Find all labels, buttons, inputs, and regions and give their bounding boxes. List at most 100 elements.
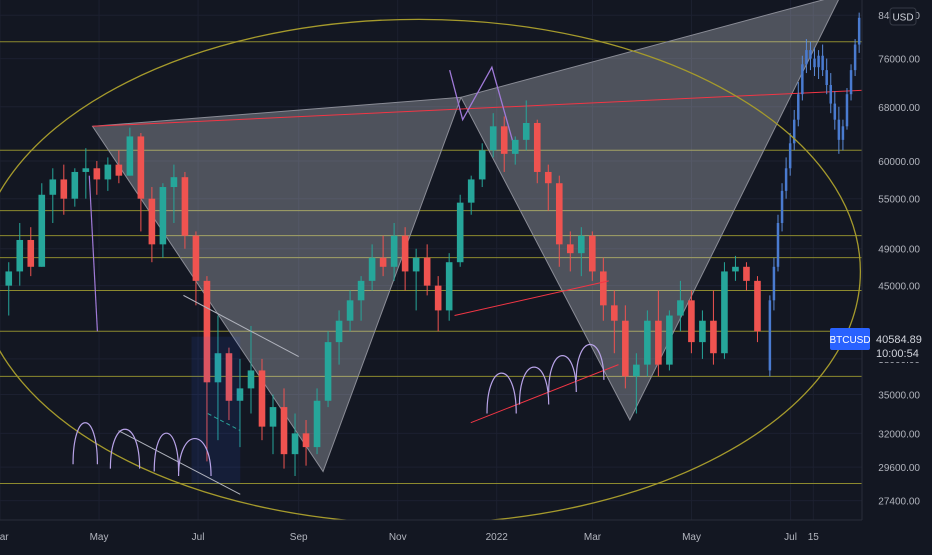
channel-upper [183, 294, 299, 358]
b-zigzag [449, 65, 517, 155]
candle-body [412, 257, 420, 272]
candle-body [214, 353, 222, 383]
candle-body [60, 179, 68, 199]
candle-body [655, 320, 662, 365]
projected-bars [768, 2, 865, 377]
candle-body [115, 164, 123, 176]
price-tick-label: 55000.00 [878, 195, 920, 206]
projected-body [817, 55, 820, 68]
price-tick-label: 29600.00 [878, 463, 920, 474]
projected-body [776, 222, 780, 267]
candle-body [159, 187, 167, 245]
candle-body [82, 168, 90, 172]
time-tick-label: Mar [584, 532, 602, 543]
candle-body [38, 194, 46, 267]
candle-body [368, 257, 376, 281]
projected-body [821, 55, 824, 71]
candle-body [192, 235, 200, 281]
candle-body [511, 139, 519, 154]
time-axis-panel [0, 520, 932, 550]
projected-body [768, 300, 772, 371]
grid-lines [0, 0, 862, 520]
candle-body [445, 262, 453, 311]
candle-body [401, 235, 409, 272]
projected-body [788, 143, 792, 169]
projected-body [853, 44, 857, 71]
candle-body [622, 320, 629, 377]
candle-body [335, 320, 343, 343]
candle-body [688, 300, 695, 343]
candle-body [677, 300, 684, 316]
arc-bottom [109, 428, 141, 469]
candle-body [104, 164, 112, 180]
candle-body [5, 271, 13, 286]
projected-body [772, 266, 776, 301]
candle-body [346, 300, 354, 321]
arc-bottom [153, 432, 180, 472]
candle-body [203, 280, 211, 383]
candle-body [93, 168, 101, 180]
price-tick-label: 35000.00 [878, 391, 920, 402]
candle-body [379, 257, 387, 267]
candle-body [27, 239, 35, 267]
symbol-badge[interactable] [830, 328, 870, 350]
candle-body [390, 235, 398, 267]
candle-body [732, 266, 739, 272]
candle-body [489, 126, 497, 151]
xb-line [92, 87, 910, 127]
candle-body [633, 364, 640, 377]
projected-body [829, 85, 833, 104]
arc-bottom [72, 422, 99, 465]
projected-body [825, 70, 828, 86]
time-tick-label: May [90, 532, 109, 543]
last-price-badge [870, 328, 932, 362]
candle-body [170, 177, 178, 188]
price-tick-label: 68000.00 [878, 103, 920, 114]
candle-body [148, 198, 156, 245]
channel-mid [207, 413, 241, 432]
time-tick-label: Mar [0, 532, 9, 543]
arc-bottom [575, 343, 605, 380]
projected-body [833, 103, 837, 120]
price-tick-label: 76000.00 [878, 55, 920, 66]
candle-body [357, 280, 365, 301]
candle-body [280, 407, 288, 455]
candle-body [456, 202, 464, 263]
candle-body [478, 150, 486, 180]
projected-body [784, 168, 788, 191]
projected-body [801, 64, 804, 95]
candle-body [236, 388, 244, 401]
price-tick-label: 27400.00 [878, 497, 920, 508]
candle-body [49, 179, 57, 195]
candle-body [302, 433, 310, 448]
candle-body [710, 320, 717, 354]
projected-body [837, 119, 841, 140]
projected-body [845, 94, 849, 127]
candle-body [544, 171, 552, 184]
price-axis-panel [862, 0, 932, 520]
candles [5, 100, 761, 477]
candle-body [555, 183, 563, 245]
candle-body [721, 271, 728, 354]
wedge-lower [470, 364, 619, 424]
currency-badge[interactable] [889, 7, 917, 26]
projected-body [841, 126, 845, 140]
candle-body [754, 280, 761, 332]
candle-body [533, 122, 541, 172]
candle-body [313, 400, 321, 448]
time-tick-label: May [682, 532, 701, 543]
symbol-label: BTCUSD [829, 335, 870, 346]
price-tick-label: 49000.00 [878, 245, 920, 256]
highlight-box [191, 336, 241, 484]
candle-body [291, 433, 299, 455]
candle-body [611, 305, 618, 321]
currency-label: USD [892, 13, 913, 24]
candle-body [71, 171, 79, 199]
arc-bottom [486, 372, 517, 414]
price-tick-label: 60000.00 [878, 157, 920, 168]
candle-body [137, 136, 145, 199]
candle-body [269, 407, 277, 427]
candle-body [600, 271, 607, 306]
